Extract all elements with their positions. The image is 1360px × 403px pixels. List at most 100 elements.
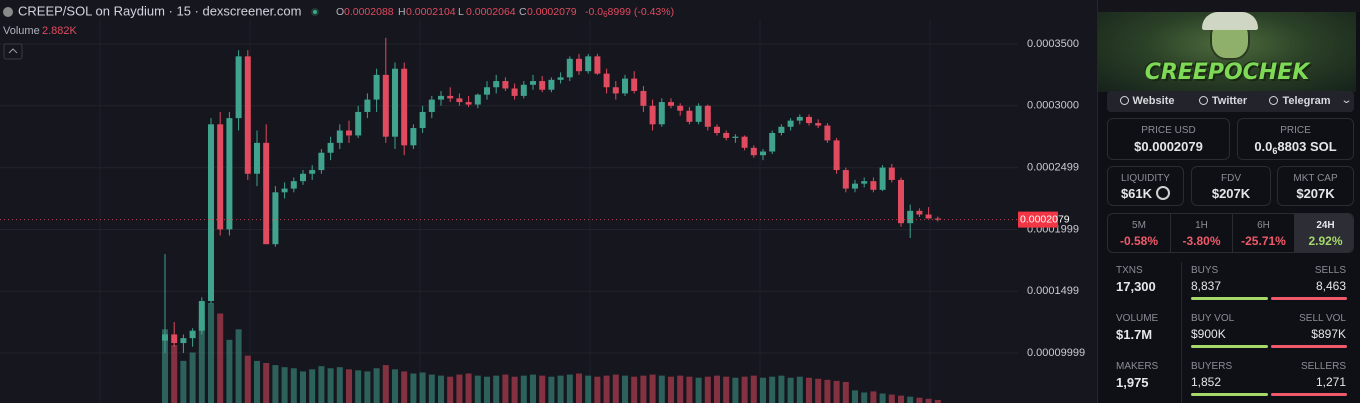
stat-right-label: SELL VOL (1299, 313, 1346, 324)
change-cell[interactable]: 6H -25.71% (1232, 214, 1294, 252)
link-button[interactable]: Telegram (1261, 91, 1339, 112)
stat-right: 1,271 (1315, 375, 1346, 389)
link-icon (1119, 96, 1129, 105)
volume-bar (235, 329, 242, 403)
candle-body (704, 105, 711, 127)
change-lead: -0.0 (585, 6, 603, 18)
change-cell[interactable]: 1H -3.80% (1170, 214, 1232, 252)
chart: CREEP/SOL on Raydium · 15 · dexscreener.… (0, 3, 1086, 403)
candle-body (318, 152, 325, 171)
candle-body (741, 136, 748, 148)
change-label: 1H (1195, 220, 1208, 231)
volume-bar (631, 376, 638, 403)
change-rest: 8999 (-0.43%) (608, 6, 675, 18)
volume-bar (281, 367, 288, 403)
text-part: Telegram (1282, 95, 1331, 107)
banner: CREEPOCHEK (1098, 12, 1356, 92)
stat-left: 1,852 (1191, 375, 1222, 389)
stat-value: $1.7M (1116, 327, 1153, 342)
text-part: $207K (1211, 186, 1251, 201)
volume-bar (695, 377, 702, 403)
volume-bar (465, 373, 472, 403)
text-part: $61K (1120, 186, 1153, 201)
last-price-box (1018, 211, 1058, 228)
candle-body (392, 68, 398, 137)
candle-body (925, 214, 932, 219)
candle-body (548, 79, 555, 90)
text-part: Website (1132, 95, 1175, 107)
candle-body (502, 81, 509, 89)
volume-bar (668, 376, 674, 403)
candle-body (888, 167, 895, 180)
volume-bar (760, 377, 766, 403)
volume-bar (704, 376, 711, 403)
card-label: PRICE (1280, 125, 1311, 136)
link-button[interactable]: Website (1111, 91, 1183, 112)
change-cell[interactable]: 24H 2.92% (1294, 214, 1353, 252)
candle-body (447, 95, 454, 99)
stat-bar-buy (1191, 297, 1268, 300)
volume-bar (272, 365, 279, 403)
volume-bar (419, 372, 426, 403)
volume-bar (346, 369, 352, 403)
candle-body (327, 142, 334, 153)
volume-bar (327, 368, 334, 403)
ohlc-key: C (519, 6, 527, 18)
candle-body (309, 170, 316, 174)
candle-body (530, 81, 536, 85)
volume-bar (438, 375, 444, 403)
y-tick-label: 0.00009999 (1027, 347, 1085, 359)
candle-body (907, 210, 914, 224)
change: -0.068999 (-0.43%) (585, 6, 674, 19)
candle-body (898, 179, 904, 224)
banner-helmet (1202, 12, 1258, 30)
volume-bar (530, 374, 536, 403)
changes-row: 5M -0.58% 1H -3.80% 6H -25.71% 24H 2.92% (1107, 213, 1354, 253)
candle-body (842, 170, 849, 189)
candle-body (806, 116, 812, 124)
stat-right: $897K (1311, 327, 1346, 341)
candle-body (649, 105, 656, 125)
links-more[interactable]: ⌄ (1340, 95, 1353, 106)
candle-body (861, 181, 868, 184)
ohlc-value: 0.0002088 (344, 6, 394, 18)
volume-bar (925, 398, 932, 403)
metric-card: MKT CAP $207K (1277, 166, 1354, 206)
volume-bar (208, 303, 214, 403)
candle-body (208, 124, 214, 302)
candle-body (272, 192, 279, 245)
card-value: 0.068803 SOL (1238, 139, 1353, 156)
card-value: $207K (1278, 186, 1353, 201)
change-label: 6H (1257, 220, 1270, 231)
stat-right-label: SELLS (1314, 265, 1346, 276)
volume-bar (410, 373, 417, 403)
collapse-button[interactable] (3, 43, 23, 60)
volume-bar (898, 395, 904, 403)
candle-body (401, 68, 408, 146)
text-part: 6 (1272, 146, 1278, 156)
candle-body (254, 142, 260, 174)
candle-body (566, 58, 573, 78)
price-usd-card: PRICE USD $0.0002079 (1107, 118, 1230, 160)
y-tick-label: 0.0001499 (1027, 285, 1079, 297)
volume-bar (244, 355, 251, 403)
change-cell[interactable]: 5M -0.58% (1108, 214, 1170, 252)
volume-bar (732, 377, 739, 403)
volume-bar (226, 339, 233, 403)
candle-body (870, 181, 877, 190)
link-button[interactable]: Twitter (1187, 91, 1259, 112)
text-part: 0.0 (1254, 139, 1273, 154)
volume-bar (649, 374, 656, 403)
candle-body (355, 111, 362, 136)
volume-bar (916, 397, 923, 403)
card-label: PRICE USD (1141, 125, 1196, 136)
volume-bar (806, 377, 812, 403)
candle-body (456, 98, 463, 103)
metric-card: FDV $207K (1191, 166, 1271, 206)
candle-body (934, 218, 941, 220)
candle-body (658, 102, 665, 125)
volume-bar (612, 374, 619, 403)
volume-bar (594, 376, 601, 403)
banner-title: CREEPOCHEK (1144, 60, 1310, 85)
candle-body (244, 56, 251, 174)
